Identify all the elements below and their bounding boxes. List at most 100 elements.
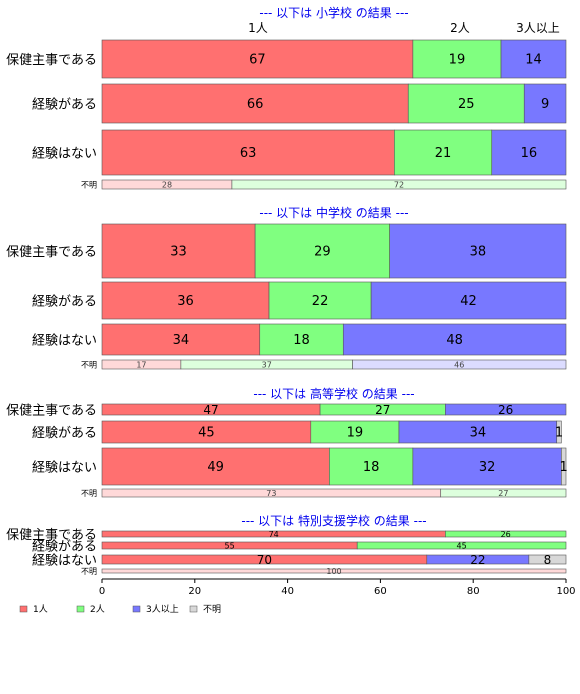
bar-segment <box>523 83 567 124</box>
data-label: 16 <box>521 146 538 161</box>
data-label: 42 <box>460 294 477 309</box>
data-label: 27 <box>498 489 508 498</box>
data-label: 63 <box>240 146 257 161</box>
bar-segment <box>101 447 330 486</box>
row-label: 経験はない <box>32 147 97 162</box>
bar-segment <box>445 530 567 538</box>
row-label: 不明 <box>81 361 97 370</box>
data-label: 29 <box>314 245 331 260</box>
bar-segment <box>352 359 567 370</box>
legend-swatch <box>132 605 141 613</box>
bar-segment <box>445 403 567 416</box>
data-label: 49 <box>207 460 224 475</box>
x-tick-label: 100 <box>556 586 575 597</box>
row-label: 経験がある <box>32 540 97 555</box>
data-label: 25 <box>458 97 475 112</box>
data-label: 38 <box>470 245 487 260</box>
bar-segment <box>101 83 409 124</box>
data-label: 18 <box>363 460 380 475</box>
x-tick-label: 80 <box>467 586 480 597</box>
data-label: 18 <box>293 333 310 348</box>
data-label: 74 <box>269 530 279 539</box>
row-label: 経験はない <box>32 461 97 476</box>
bar-segment <box>101 323 261 356</box>
data-label: 34 <box>470 426 487 441</box>
data-label: 37 <box>262 360 272 369</box>
x-tick-label: 20 <box>188 586 201 597</box>
data-label: 45 <box>198 426 215 441</box>
panel-title: --- 以下は 小学校 の結果 --- <box>259 5 408 20</box>
x-tick-label: 40 <box>281 586 294 597</box>
data-label: 32 <box>479 460 496 475</box>
row-label: 保健主事である <box>6 404 97 419</box>
x-tick-label: 60 <box>374 586 387 597</box>
data-label: 66 <box>247 97 264 112</box>
legend-label: 3人以上 <box>146 604 179 615</box>
row-label: 経験がある <box>32 426 97 441</box>
row-label: 保健主事である <box>6 528 97 543</box>
data-label: 17 <box>136 360 146 369</box>
row-label: 経験はない <box>32 334 97 349</box>
bar-segment <box>254 223 390 279</box>
bar-segment <box>231 179 567 190</box>
row-label: 経験がある <box>32 98 97 113</box>
data-label: 72 <box>394 180 404 189</box>
bar-segment <box>561 447 567 486</box>
bar-segment <box>412 39 502 79</box>
data-label: 67 <box>249 53 266 68</box>
panel-title: --- 以下は 高等学校 の結果 --- <box>253 386 414 401</box>
data-label: 1 <box>555 426 563 441</box>
bar-segment <box>407 83 525 124</box>
legend-swatch <box>76 605 85 613</box>
bar-segment <box>356 541 567 550</box>
panel-title: --- 以下は 特別支援学校 の結果 --- <box>241 513 426 528</box>
bar-segment <box>101 568 567 574</box>
bar-segment <box>528 554 567 565</box>
bar-segment <box>412 447 562 486</box>
data-label: 73 <box>266 489 276 498</box>
data-label: 1 <box>560 460 568 475</box>
legend-swatch <box>189 605 198 613</box>
column-header: 2人 <box>450 21 470 35</box>
bar-segment <box>259 323 344 356</box>
bar-segment <box>101 223 256 279</box>
data-label: 46 <box>454 360 464 369</box>
bar-segment <box>389 223 567 279</box>
bar-segment <box>370 281 567 320</box>
bar-segment <box>342 323 567 356</box>
row-label: 保健主事である <box>6 53 97 68</box>
legend-label: 不明 <box>203 604 221 615</box>
data-label: 55 <box>225 541 235 550</box>
bar-segment <box>268 281 372 320</box>
bar-segment <box>556 420 562 444</box>
bar-segment <box>491 129 567 176</box>
bar-segment <box>329 447 414 486</box>
data-label: 45 <box>457 541 467 550</box>
data-label: 28 <box>162 180 172 189</box>
data-label: 19 <box>449 53 466 68</box>
row-label: 不明 <box>81 181 97 190</box>
data-label: 22 <box>312 294 329 309</box>
bar-segment <box>500 39 567 79</box>
row-label: 不明 <box>81 489 97 498</box>
legend-label: 1人 <box>33 604 48 615</box>
bar-segment <box>394 129 493 176</box>
row-label: 経験がある <box>32 295 97 310</box>
column-header: 1人 <box>248 21 268 35</box>
data-label: 8 <box>544 553 552 567</box>
data-label: 33 <box>170 245 187 260</box>
row-label: 経験はない <box>32 554 97 569</box>
data-label: 22 <box>470 553 485 567</box>
column-header: 3人以上 <box>516 21 560 35</box>
legend-label: 2人 <box>90 604 105 615</box>
bar-segment <box>101 39 414 79</box>
row-label: 保健主事である <box>6 245 97 260</box>
data-label: 26 <box>501 530 511 539</box>
data-label: 19 <box>347 426 364 441</box>
legend-swatch <box>19 605 28 613</box>
bar-segment <box>101 129 395 176</box>
bar-segment <box>101 281 270 320</box>
data-label: 100 <box>326 567 341 576</box>
